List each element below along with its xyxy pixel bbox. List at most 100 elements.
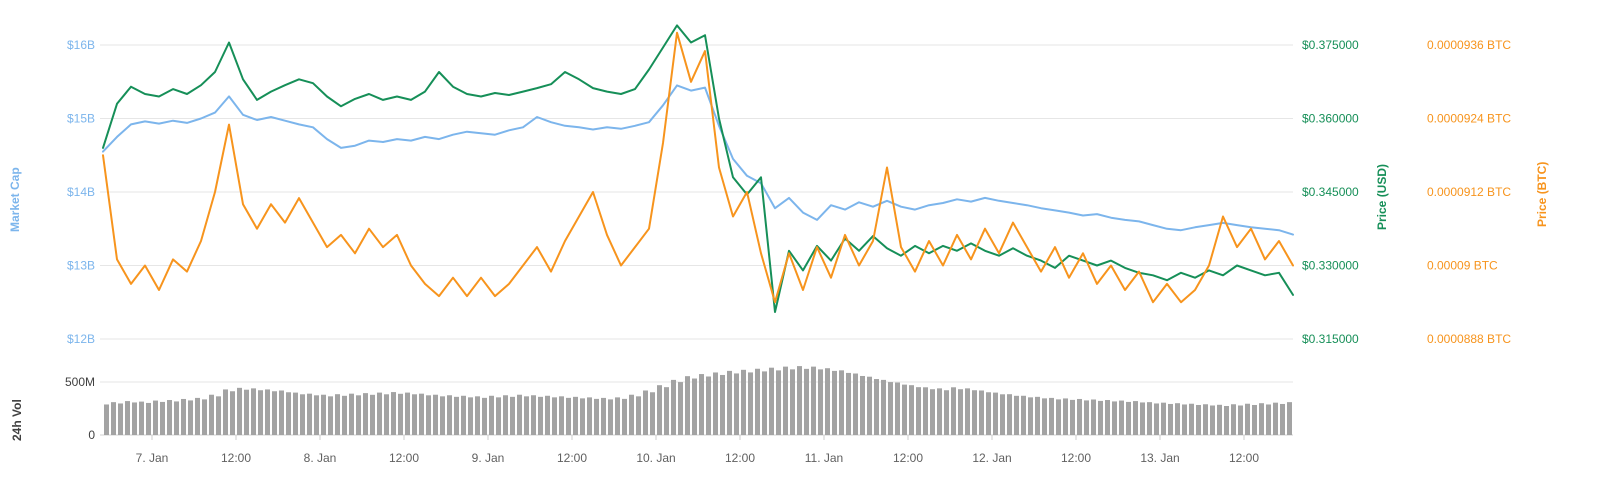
volume-bar (328, 396, 333, 435)
volume-bar (265, 389, 270, 435)
volume-bar (727, 370, 732, 435)
volume-bar (321, 394, 326, 435)
volume-bar (734, 373, 739, 435)
volume-bar (496, 397, 501, 435)
volume-bar (706, 376, 711, 435)
volume-bar (1042, 398, 1047, 435)
volume-bar (370, 394, 375, 435)
price-btc-line[interactable] (102, 31, 1294, 304)
volume-bar (860, 375, 865, 435)
volume-bar (475, 396, 480, 435)
volume-bar (1161, 402, 1166, 435)
y-axis-label-price-usd: $0.315000 (1302, 332, 1359, 346)
volume-bar (104, 404, 109, 435)
x-axis-label: 12:00 (389, 451, 419, 465)
volume-bar (118, 403, 123, 435)
volume-bar (1266, 404, 1271, 435)
volume-bar (146, 402, 151, 435)
y-axis-label-price-btc: 0.0000924 BTC (1427, 112, 1511, 126)
volume-bar (1182, 404, 1187, 435)
x-axis-label: 13. Jan (1140, 451, 1179, 465)
volume-bar (97, 403, 102, 435)
volume-bar (1077, 398, 1082, 435)
volume-bar (188, 400, 193, 435)
volume-bar (713, 372, 718, 435)
volume-bar (559, 396, 564, 435)
y-axis-label-price-usd: $0.360000 (1302, 112, 1359, 126)
volume-bar (405, 392, 410, 435)
volume-bar (671, 379, 676, 435)
volume-bar (181, 398, 186, 435)
volume-bar (1147, 402, 1152, 435)
volume-bar (538, 396, 543, 435)
volume-bar (531, 395, 536, 435)
volume-bar (412, 394, 417, 435)
volume-bar (461, 395, 466, 435)
volume-bar (958, 389, 963, 435)
volume-bars[interactable] (97, 366, 1299, 435)
volume-bar (517, 394, 522, 435)
x-axis-label: 12:00 (893, 451, 923, 465)
volume-bar (685, 376, 690, 435)
y-axis-label-market-cap: $12B (67, 332, 95, 346)
y-axis-label-market-cap: $15B (67, 112, 95, 126)
volume-bar (125, 401, 130, 435)
x-axis-label: 8. Jan (304, 451, 337, 465)
volume-bar (853, 373, 858, 435)
volume-bar (440, 396, 445, 435)
volume-bar (1196, 404, 1201, 435)
volume-bar (454, 396, 459, 435)
volume-bar (678, 382, 683, 435)
volume-bar (916, 387, 921, 435)
y-axis-label-price-usd: $0.330000 (1302, 259, 1359, 273)
gridlines (100, 44, 1293, 436)
volume-bar (629, 394, 634, 435)
volume-bar (923, 387, 928, 435)
volume-bar (209, 394, 214, 435)
volume-bar (279, 390, 284, 435)
volume-bar (867, 376, 872, 435)
volume-bar (251, 388, 256, 435)
volume-bar (608, 399, 613, 435)
price-usd-axis-labels: $0.375000 $0.360000 $0.345000 $0.330000 $0.3… (1302, 38, 1359, 346)
volume-bar (839, 370, 844, 435)
volume-bar (1049, 397, 1054, 435)
price-usd-line[interactable] (102, 24, 1294, 313)
volume-bar (657, 385, 662, 435)
volume-bar (174, 401, 179, 435)
volume-bar (580, 398, 585, 435)
volume-bar (237, 387, 242, 435)
volume-bar (1056, 399, 1061, 435)
volume-bar (622, 398, 627, 435)
volume-bar (832, 370, 837, 435)
volume-bar (510, 396, 515, 435)
volume-bar (300, 394, 305, 435)
volume-bar (930, 389, 935, 435)
volume-bar (846, 372, 851, 435)
volume-bar (447, 395, 452, 435)
volume-bar (804, 368, 809, 435)
volume-bar (202, 399, 207, 435)
volume-bar (825, 368, 830, 435)
y-axis-label-market-cap: $14B (67, 185, 95, 199)
volume-bar (426, 395, 431, 435)
volume-bar (636, 396, 641, 435)
volume-bar (1273, 402, 1278, 435)
volume-bar (160, 401, 165, 435)
volume-bar (545, 395, 550, 435)
volume-bar (811, 366, 816, 435)
volume-bar (944, 390, 949, 435)
market-cap-line[interactable] (102, 84, 1294, 236)
y-axis-label-price-btc: 0.0000936 BTC (1427, 38, 1511, 52)
volume-bar (111, 402, 116, 435)
volume-bar (692, 378, 697, 435)
volume-bar (195, 397, 200, 435)
volume-bar (356, 395, 361, 435)
volume-bar (1175, 403, 1180, 435)
y-axis-label-price-btc: 0.0000912 BTC (1427, 185, 1511, 199)
volume-bar (1014, 395, 1019, 435)
volume-bar (818, 369, 823, 435)
volume-bar (1210, 405, 1215, 435)
